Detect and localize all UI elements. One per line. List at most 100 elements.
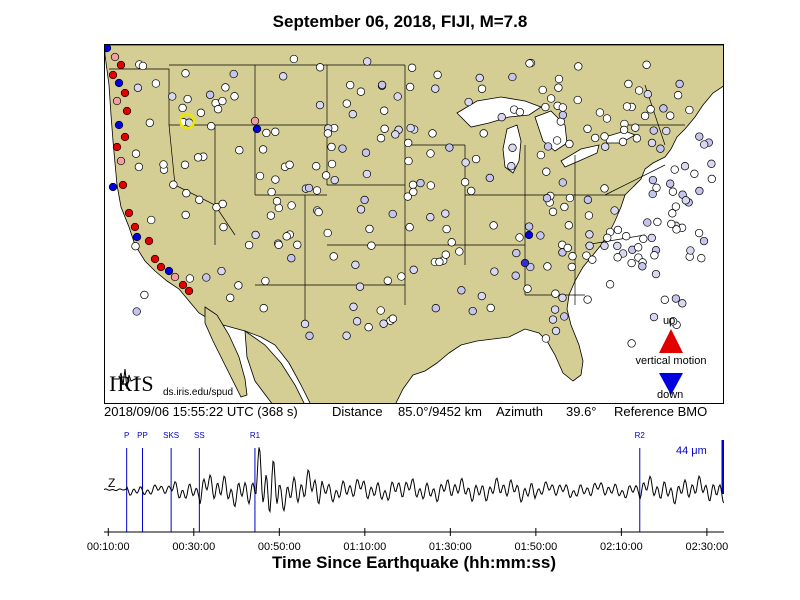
station-marker	[707, 174, 716, 184]
station-marker	[327, 159, 337, 169]
station-marker	[150, 254, 160, 264]
station-marker	[426, 149, 435, 158]
station-marker	[182, 189, 191, 198]
station-marker	[356, 87, 366, 96]
up-arrow-icon	[659, 329, 683, 353]
iris-logo: IRIS	[109, 371, 155, 396]
station-marker	[622, 232, 631, 241]
station-marker	[600, 241, 609, 250]
station-marker	[508, 143, 517, 152]
station-marker	[431, 84, 440, 93]
lake-superior	[456, 96, 542, 128]
x-tick-label: 01:30:00	[428, 541, 472, 553]
station-marker	[489, 221, 498, 230]
station-marker	[355, 282, 365, 291]
station-marker	[558, 178, 567, 187]
azimuth-value: 39.6°	[566, 404, 597, 419]
station-marker	[666, 111, 675, 120]
station-marker	[634, 243, 643, 252]
station-marker	[523, 284, 532, 293]
station-marker	[583, 195, 593, 204]
phase-marker-label: R1	[250, 431, 261, 440]
station-marker	[352, 317, 362, 326]
station-marker	[144, 236, 154, 246]
station-marker	[252, 124, 262, 134]
station-marker	[653, 217, 662, 227]
station-marker	[602, 114, 612, 123]
station-marker	[552, 136, 562, 145]
station-marker	[475, 73, 484, 83]
station-marker	[511, 271, 520, 280]
station-marker	[667, 219, 676, 229]
station-marker	[479, 129, 488, 138]
station-marker	[643, 218, 652, 227]
station-marker	[266, 211, 276, 220]
station-marker	[282, 232, 291, 241]
station-marker	[380, 106, 389, 115]
station-marker	[408, 180, 418, 189]
station-marker	[670, 165, 679, 174]
station-marker	[259, 304, 268, 313]
station-marker	[330, 175, 339, 185]
station-marker	[565, 139, 574, 149]
station-marker	[585, 241, 594, 250]
phase-marker-label: P	[124, 431, 129, 440]
station-marker	[546, 94, 556, 103]
station-marker	[267, 187, 276, 197]
x-tick-label: 01:10:00	[343, 541, 387, 553]
legend-up-label: up	[663, 315, 676, 327]
station-marker	[426, 181, 435, 190]
station-marker	[365, 224, 374, 234]
station-marker	[695, 132, 704, 141]
station-marker	[145, 118, 154, 127]
x-tick-label: 00:50:00	[257, 541, 301, 553]
station-marker	[132, 232, 142, 242]
station-marker	[388, 209, 397, 219]
station-marker	[230, 92, 239, 101]
station-marker	[360, 195, 369, 205]
station-marker	[574, 62, 583, 71]
station-marker	[156, 262, 166, 272]
station-marker	[477, 84, 487, 93]
station-marker	[433, 70, 442, 79]
station-marker	[548, 207, 558, 216]
station-marker	[406, 123, 415, 133]
station-marker	[671, 294, 681, 303]
station-marker	[558, 248, 567, 257]
station-marker	[685, 105, 694, 115]
station-marker	[120, 132, 130, 142]
station-marker	[554, 83, 563, 92]
station-marker	[356, 205, 366, 214]
station-marker	[349, 302, 358, 311]
station-marker	[536, 150, 546, 160]
station-marker	[219, 222, 228, 232]
station-marker	[542, 167, 551, 176]
station-marker	[568, 252, 577, 261]
station-marker	[122, 106, 132, 116]
station-marker	[329, 252, 338, 261]
station-marker	[468, 306, 477, 316]
station-marker	[643, 90, 652, 99]
station-marker	[668, 187, 678, 196]
station-marker	[613, 225, 623, 235]
station-marker	[218, 96, 227, 106]
station-marker	[699, 236, 709, 246]
station-marker	[170, 272, 180, 282]
distance-label: Distance	[332, 404, 383, 419]
station-marker	[551, 289, 560, 298]
station-marker	[342, 331, 351, 340]
station-marker	[132, 307, 141, 316]
station-marker	[627, 258, 636, 268]
state-border-line	[109, 68, 170, 125]
station-marker	[183, 94, 192, 104]
station-marker	[507, 162, 516, 171]
station-marker	[327, 142, 336, 152]
station-marker	[323, 228, 332, 238]
station-marker	[560, 312, 569, 321]
reference-station-marker	[178, 112, 196, 130]
station-marker	[351, 260, 360, 269]
station-marker	[582, 251, 591, 260]
station-marker	[543, 142, 553, 151]
station-marker	[205, 90, 215, 99]
station-marker	[131, 242, 140, 251]
